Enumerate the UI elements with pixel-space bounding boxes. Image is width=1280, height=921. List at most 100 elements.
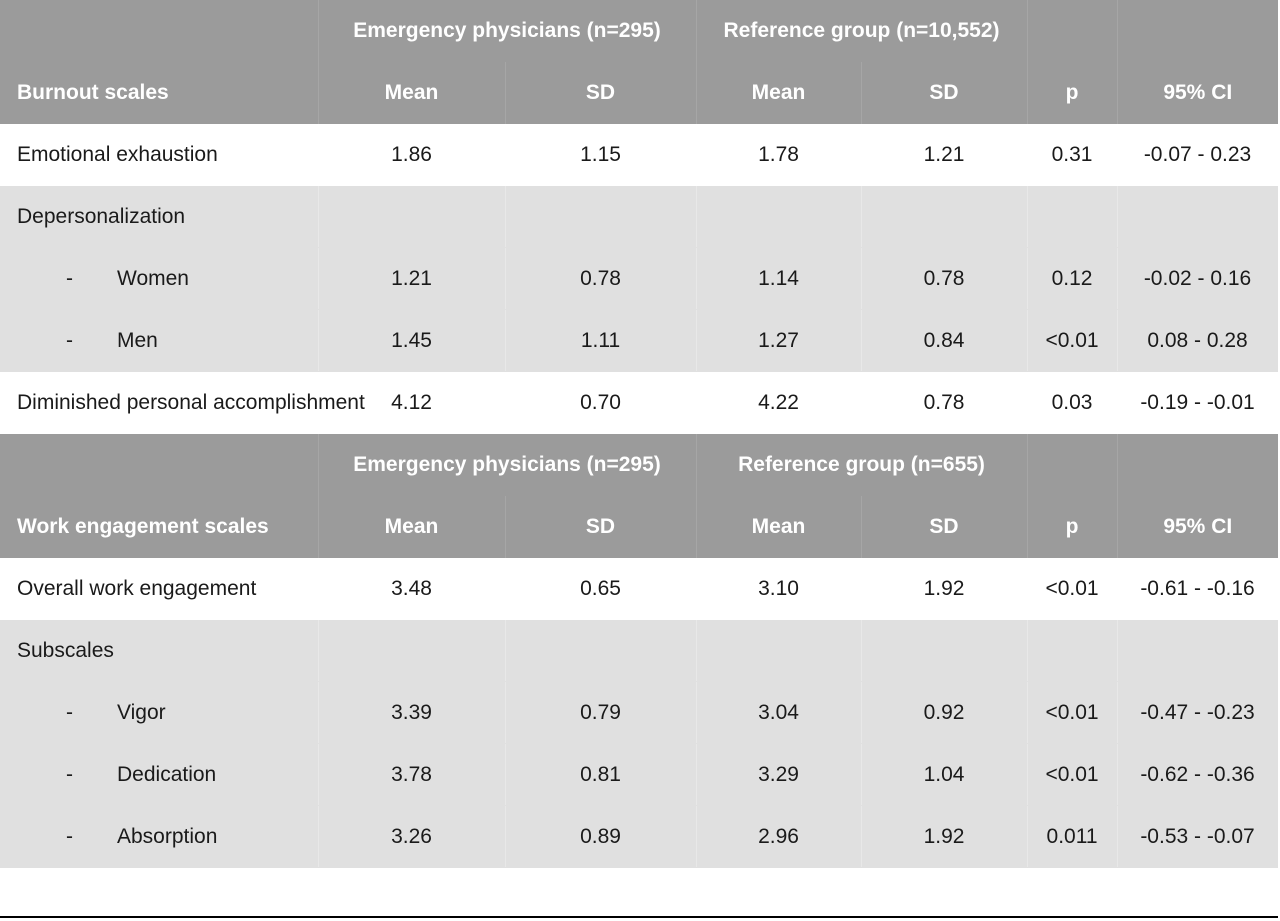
table-row: Depersonalization [0, 185, 1279, 248]
cell-mean1: 3.48 [318, 557, 505, 620]
cell-mean2: 3.29 [696, 743, 861, 806]
burnout-group-header-row: Emergency physicians (n=295) Reference g… [0, 0, 1279, 62]
cell-mean2: 1.27 [696, 309, 861, 372]
row-label-sub: - Absorption [0, 805, 318, 868]
results-table: Emergency physicians (n=295) Reference g… [0, 0, 1279, 868]
row-label-sub: - Women [0, 247, 318, 310]
cell-sd1: 0.89 [505, 805, 696, 868]
cell-ci: -0.47 - -0.23 [1117, 681, 1279, 744]
cell-p: <0.01 [1027, 557, 1118, 620]
table-row: Diminished personal accomplishment 4.12 … [0, 371, 1279, 434]
empty-cell [696, 619, 861, 682]
cell-mean2: 3.10 [696, 557, 861, 620]
cell-sd2: 1.92 [861, 805, 1028, 868]
cell-p: 0.011 [1027, 805, 1118, 868]
empty-cell [1117, 185, 1279, 248]
cell-sd1: 0.65 [505, 557, 696, 620]
cell-ci: -0.02 - 0.16 [1117, 247, 1279, 310]
cell-ci: 0.08 - 0.28 [1117, 309, 1279, 372]
cell-mean1: 4.12 [318, 371, 505, 434]
burnout-group2-header: Reference group (n=10,552) [696, 0, 1028, 62]
row-label: Emotional exhaustion [0, 123, 318, 186]
cell-sd2: 0.84 [861, 309, 1028, 372]
table-row: - Dedication 3.78 0.81 3.29 1.04 <0.01 -0… [0, 743, 1279, 806]
cell-sd1: 0.78 [505, 247, 696, 310]
cell-sd1: 0.79 [505, 681, 696, 744]
empty-cell [505, 619, 696, 682]
table-row: - Men 1.45 1.11 1.27 0.84 <0.01 0.08 - 0.… [0, 309, 1279, 372]
header-blank-cell [1117, 0, 1279, 62]
col-p-header: p [1027, 495, 1118, 558]
row-label-sub: - Vigor [0, 681, 318, 744]
empty-cell [861, 185, 1028, 248]
row-label: Dedication [117, 762, 217, 786]
header-blank-cell [0, 0, 319, 62]
header-blank-cell [0, 433, 319, 496]
col-mean-header: Mean [696, 495, 862, 558]
row-dash: - [66, 824, 73, 848]
cell-mean1: 3.39 [318, 681, 505, 744]
cell-p: 0.03 [1027, 371, 1118, 434]
cell-p: 0.12 [1027, 247, 1118, 310]
table-row: - Women 1.21 0.78 1.14 0.78 0.12 -0.02 - … [0, 247, 1279, 310]
engagement-column-header-row: Work engagement scales Mean SD Mean SD p… [0, 495, 1279, 558]
row-dash: - [66, 266, 73, 290]
cell-sd2: 0.92 [861, 681, 1028, 744]
cell-ci: -0.07 - 0.23 [1117, 123, 1279, 186]
cell-mean2: 4.22 [696, 371, 861, 434]
engagement-group-header-row: Emergency physicians (n=295) Reference g… [0, 433, 1279, 496]
row-label: Diminished personal accomplishment [0, 371, 365, 434]
header-blank-cell [1117, 433, 1279, 496]
col-sd-header: SD [861, 61, 1028, 124]
cell-ci: -0.61 - -0.16 [1117, 557, 1279, 620]
header-blank-cell [1027, 0, 1118, 62]
cell-mean2: 2.96 [696, 805, 861, 868]
cell-ci: -0.62 - -0.36 [1117, 743, 1279, 806]
row-dash: - [66, 328, 73, 352]
cell-p: <0.01 [1027, 681, 1118, 744]
table-row: Emotional exhaustion 1.86 1.15 1.78 1.21… [0, 123, 1279, 186]
cell-sd1: 1.11 [505, 309, 696, 372]
cell-ci: -0.53 - -0.07 [1117, 805, 1279, 868]
col-sd-header: SD [505, 61, 697, 124]
empty-cell [1027, 619, 1118, 682]
table-row: - Vigor 3.39 0.79 3.04 0.92 <0.01 -0.47 -… [0, 681, 1279, 744]
row-label-sub: - Dedication [0, 743, 318, 806]
row-label: Depersonalization [0, 185, 318, 248]
row-label: Women [117, 266, 189, 290]
engagement-group2-header: Reference group (n=655) [696, 433, 1028, 496]
empty-cell [318, 619, 505, 682]
burnout-scales-header: Burnout scales [0, 61, 319, 124]
cell-mean1: 1.21 [318, 247, 505, 310]
row-label: Men [117, 328, 158, 352]
cell-mean1: 3.78 [318, 743, 505, 806]
empty-cell [861, 619, 1028, 682]
cell-sd1: 0.70 [505, 371, 696, 434]
row-dash: - [66, 700, 73, 724]
cell-sd1: 1.15 [505, 123, 696, 186]
col-mean-header: Mean [318, 495, 506, 558]
cell-mean2: 3.04 [696, 681, 861, 744]
col-mean-header: Mean [318, 61, 506, 124]
col-sd-header: SD [505, 495, 697, 558]
row-label: Overall work engagement [0, 557, 318, 620]
cell-p: 0.31 [1027, 123, 1118, 186]
empty-cell [1117, 619, 1279, 682]
row-label: Absorption [117, 824, 218, 848]
cell-sd1: 0.81 [505, 743, 696, 806]
cell-p: <0.01 [1027, 309, 1118, 372]
empty-cell [318, 185, 505, 248]
row-label: Vigor [117, 700, 166, 724]
col-ci-header: 95% CI [1117, 61, 1279, 124]
cell-mean1: 1.45 [318, 309, 505, 372]
cell-mean1: 1.86 [318, 123, 505, 186]
col-p-header: p [1027, 61, 1118, 124]
row-label-sub: - Men [0, 309, 318, 372]
table-row: Subscales [0, 619, 1279, 682]
empty-cell [1027, 185, 1118, 248]
engagement-group1-header: Emergency physicians (n=295) [318, 433, 697, 496]
row-label: Subscales [0, 619, 318, 682]
table-bottom-rule [0, 916, 1278, 918]
col-ci-header: 95% CI [1117, 495, 1279, 558]
col-mean-header: Mean [696, 61, 862, 124]
